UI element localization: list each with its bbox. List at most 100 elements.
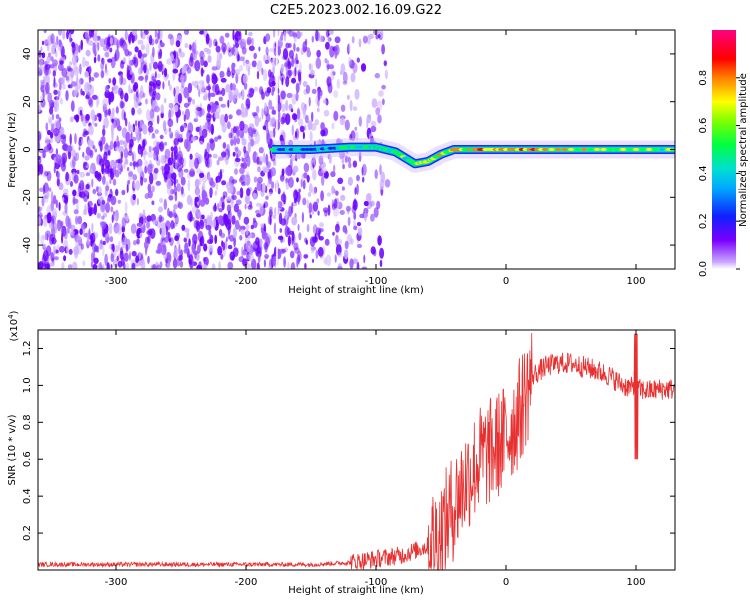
noise-speck <box>186 66 192 74</box>
noise-speck <box>90 76 95 82</box>
noise-speck <box>160 104 164 114</box>
noise-speck <box>157 73 161 79</box>
noise-speck <box>203 60 208 68</box>
noise-speck <box>112 166 117 175</box>
noise-speck <box>265 153 269 166</box>
noise-speck <box>79 171 86 178</box>
noise-speck <box>320 168 327 174</box>
noise-speck <box>214 234 218 244</box>
noise-speck <box>235 149 242 158</box>
noise-speck <box>243 152 247 158</box>
noise-speck <box>311 111 314 123</box>
noise-speck <box>369 200 375 207</box>
noise-speck <box>58 39 62 47</box>
noise-speck <box>70 100 75 112</box>
noise-speck <box>149 62 152 72</box>
noise-speck <box>107 197 111 203</box>
noise-speck <box>233 126 237 134</box>
noise-speck <box>235 199 242 205</box>
noise-speck <box>239 56 245 62</box>
noise-speck <box>266 182 271 188</box>
noise-speck <box>153 140 159 148</box>
noise-speck <box>112 178 117 186</box>
noise-speck <box>282 237 285 243</box>
noise-speck <box>261 230 267 240</box>
noise-speck <box>141 123 147 131</box>
noise-speck <box>178 133 183 140</box>
noise-speck <box>128 84 131 94</box>
noise-speck <box>327 204 331 216</box>
noise-speck <box>361 266 368 269</box>
noise-speck <box>82 209 88 216</box>
noise-speck <box>242 162 248 170</box>
noise-speck <box>309 183 313 194</box>
noise-speck <box>213 84 216 89</box>
noise-speck <box>302 106 307 116</box>
noise-speck <box>347 176 353 186</box>
noise-speck <box>185 140 191 152</box>
noise-speck <box>198 125 202 137</box>
noise-speck <box>92 188 97 195</box>
noise-speck <box>144 160 149 167</box>
noise-speck <box>169 34 175 46</box>
noise-speck <box>46 129 52 136</box>
noise-speck <box>145 98 148 105</box>
noise-speck <box>61 262 65 269</box>
track-core <box>561 148 568 151</box>
noise-speck <box>255 202 262 207</box>
noise-speck <box>162 120 167 132</box>
noise-speck <box>110 195 117 206</box>
noise-speck <box>189 44 192 51</box>
noise-speck <box>264 243 268 253</box>
noise-speck <box>253 52 257 60</box>
noise-speck <box>320 190 324 202</box>
noise-speck <box>133 183 136 189</box>
noise-speck <box>219 35 225 44</box>
noise-speck <box>371 98 378 108</box>
noise-speck <box>159 42 165 48</box>
noise-speck <box>55 114 60 120</box>
noise-speck <box>125 214 129 222</box>
noise-speck <box>92 42 96 55</box>
noise-speck <box>245 60 251 72</box>
noise-speck <box>91 178 94 188</box>
track-core <box>613 148 620 151</box>
noise-speck <box>85 94 90 100</box>
noise-speck <box>177 255 181 261</box>
noise-speck <box>51 238 55 243</box>
noise-speck <box>137 107 142 115</box>
noise-speck <box>246 155 251 168</box>
noise-speck <box>280 63 284 74</box>
noise-speck <box>160 244 167 256</box>
noise-speck <box>241 157 248 163</box>
noise-speck <box>333 110 339 121</box>
noise-speck <box>355 131 359 142</box>
noise-speck <box>211 66 218 71</box>
noise-speck <box>215 177 218 184</box>
noise-speck <box>152 133 155 139</box>
noise-speck <box>373 207 379 218</box>
noise-speck <box>288 103 293 111</box>
noise-speck <box>251 37 254 47</box>
noise-speck <box>298 188 301 193</box>
noise-speck <box>207 103 211 113</box>
noise-speck <box>62 84 66 90</box>
noise-speck <box>52 195 57 205</box>
noise-speck <box>104 110 108 118</box>
colorbar-tick-label: 0.8 <box>698 70 709 86</box>
noise-speck <box>103 117 109 129</box>
noise-speck <box>123 111 126 121</box>
noise-speck <box>80 113 84 122</box>
noise-speck <box>98 261 103 269</box>
noise-speck <box>150 134 157 140</box>
x-tick-label: -100 <box>365 577 388 588</box>
noise-speck <box>207 174 211 183</box>
noise-speck <box>113 85 119 90</box>
noise-speck <box>94 122 98 127</box>
noise-speck <box>219 70 225 78</box>
noise-speck <box>254 186 258 194</box>
track-core <box>587 148 594 151</box>
colorbar-label: Normalized spectral amplitude <box>738 73 749 227</box>
noise-speck <box>217 245 223 256</box>
